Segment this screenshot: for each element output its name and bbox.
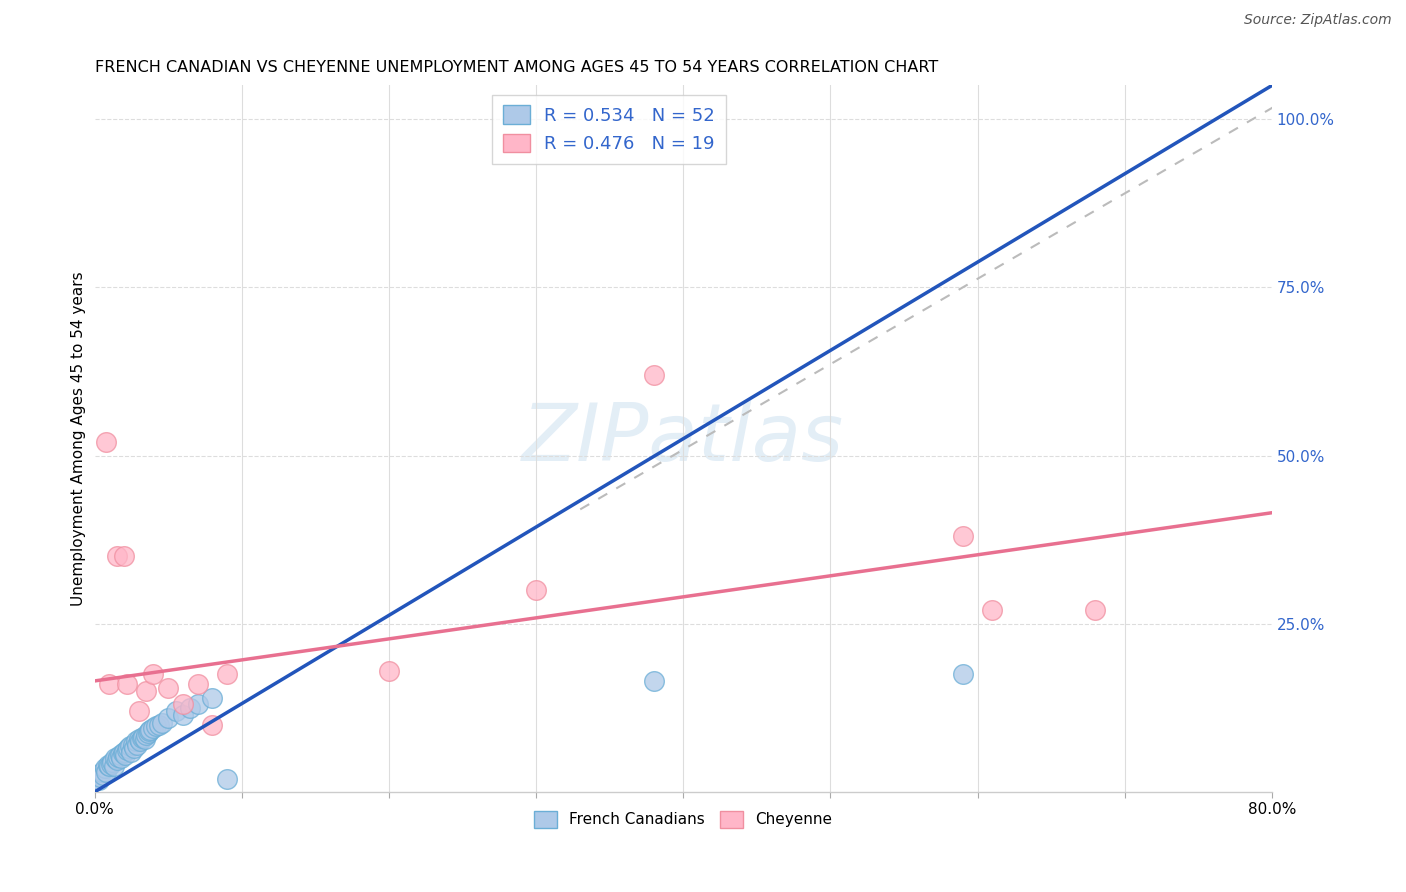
Point (127, 738, 149, 752)
Point (172, 698, 194, 712)
Point (135, 684, 157, 698)
Point (96, 435, 118, 450)
Point (378, 664, 401, 678)
Point (118, 739, 141, 754)
Text: FRENCH CANADIAN VS CHEYENNE UNEMPLOYMENT AMONG AGES 45 TO 54 YEARS CORRELATION C: FRENCH CANADIAN VS CHEYENNE UNEMPLOYMENT… (94, 60, 938, 75)
Point (131, 731, 153, 746)
Point (179, 701, 201, 715)
Point (86, 768, 108, 782)
Legend: French Canadians, Cheyenne: French Canadians, Cheyenne (529, 805, 838, 834)
Point (129, 734, 152, 748)
Point (215, 667, 238, 681)
Point (165, 704, 187, 718)
Point (1084, 603, 1107, 617)
Point (90, 764, 112, 779)
Point (128, 704, 150, 718)
Point (187, 677, 209, 691)
Point (100, 756, 122, 771)
Point (94, 761, 117, 775)
Point (93, 768, 115, 782)
Point (114, 747, 136, 762)
Point (124, 741, 146, 756)
Point (136, 725, 159, 739)
Point (132, 730, 155, 744)
Point (128, 732, 150, 747)
Point (108, 747, 131, 762)
Point (139, 723, 162, 737)
Point (201, 690, 224, 705)
Point (148, 717, 170, 731)
Point (104, 751, 127, 765)
Point (157, 681, 180, 695)
Point (121, 738, 143, 752)
Point (134, 732, 156, 747)
Point (215, 772, 238, 786)
Point (101, 755, 124, 769)
Point (138, 724, 160, 739)
Point (643, 368, 665, 382)
Point (107, 750, 129, 764)
Point (643, 673, 665, 688)
Point (187, 698, 209, 712)
Point (981, 603, 1004, 617)
Point (112, 549, 135, 564)
Point (125, 734, 148, 748)
Point (135, 728, 157, 742)
Point (150, 716, 173, 731)
Point (105, 753, 128, 767)
Point (97, 758, 120, 772)
Point (115, 677, 138, 691)
Point (89, 770, 111, 784)
Point (524, 583, 547, 598)
Point (96, 764, 118, 779)
Point (117, 741, 139, 756)
Point (103, 759, 125, 773)
Point (952, 529, 974, 543)
Point (145, 719, 167, 733)
Point (172, 707, 194, 722)
Text: Source: ZipAtlas.com: Source: ZipAtlas.com (1244, 13, 1392, 28)
Point (84, 772, 107, 786)
Y-axis label: Unemployment Among Ages 45 to 54 years: Unemployment Among Ages 45 to 54 years (72, 271, 86, 606)
Text: ZIPatlas: ZIPatlas (522, 400, 844, 478)
Point (142, 667, 165, 681)
Point (87, 772, 110, 787)
Point (112, 745, 135, 759)
Point (105, 549, 128, 564)
Point (952, 667, 974, 681)
Point (98, 759, 121, 773)
Point (120, 745, 142, 759)
Point (142, 721, 165, 735)
Point (201, 717, 224, 731)
Point (111, 746, 134, 760)
Point (98, 677, 121, 691)
Point (157, 711, 180, 725)
Point (115, 743, 138, 757)
Point (110, 751, 132, 765)
